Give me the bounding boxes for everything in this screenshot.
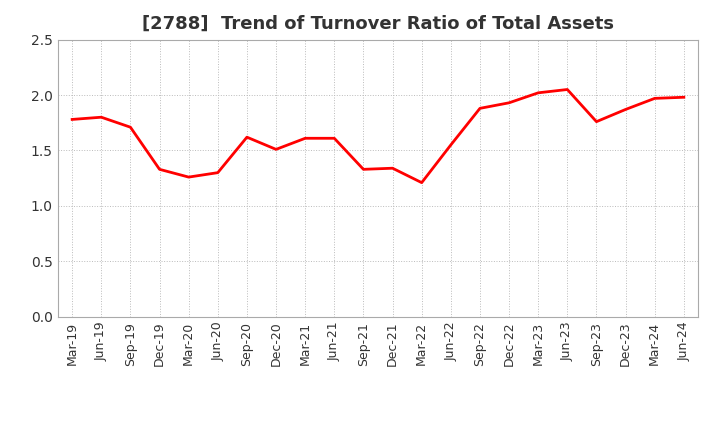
Title: [2788]  Trend of Turnover Ratio of Total Assets: [2788] Trend of Turnover Ratio of Total … [142,15,614,33]
